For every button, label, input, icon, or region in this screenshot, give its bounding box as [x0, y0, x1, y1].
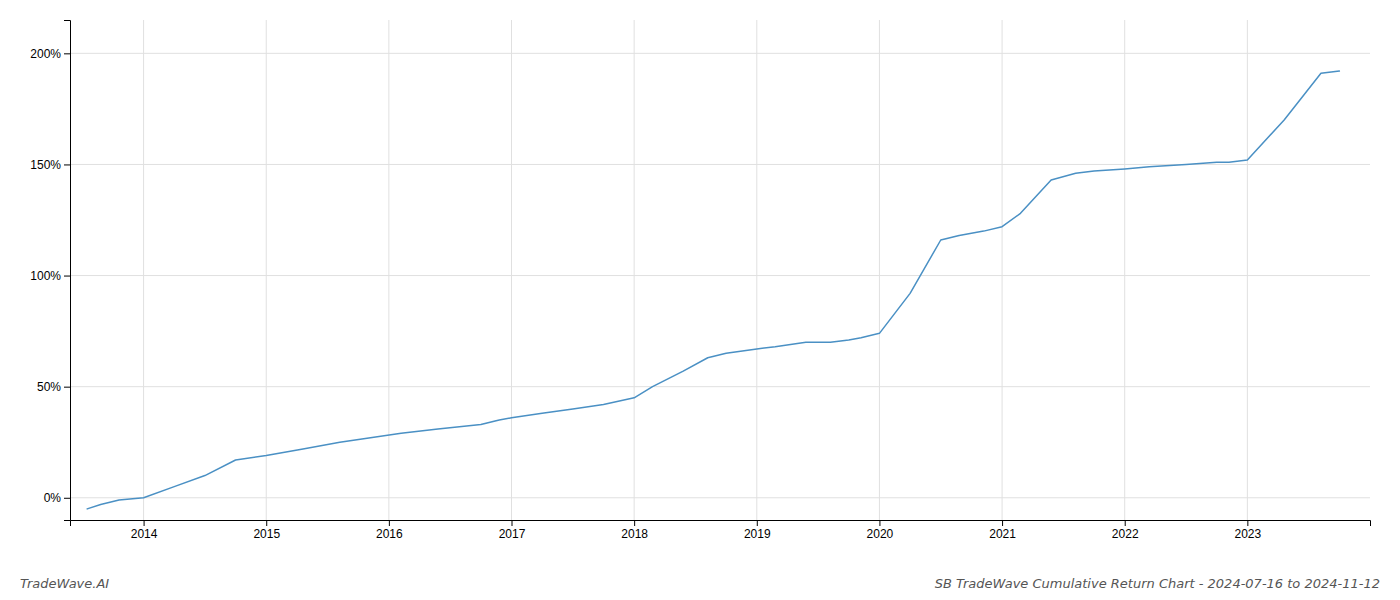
x-tick-label: 2014 [131, 527, 158, 541]
x-tick: 2021 [989, 520, 1016, 541]
x-tick-mark [634, 520, 635, 526]
x-tick-mark [879, 520, 880, 526]
y-tick-mark [64, 498, 70, 499]
grid [70, 20, 1370, 520]
x-tick: 2020 [867, 520, 894, 541]
grid-line-x [1002, 20, 1003, 520]
x-tick-label: 2019 [744, 527, 771, 541]
x-tick: 2017 [499, 520, 526, 541]
y-tick-label: 50% [37, 380, 61, 394]
x-tick-mark [266, 520, 267, 526]
x-tick: 2018 [621, 520, 648, 541]
x-tick-mark [1002, 520, 1003, 526]
y-tick-mark [64, 164, 70, 165]
annotation: TradeWave.AI [20, 576, 109, 591]
y-tick: 100% [30, 269, 70, 283]
y-axis-line [64, 21, 71, 521]
x-tick: 2014 [131, 520, 158, 541]
x-tick-label: 2023 [1235, 527, 1262, 541]
x-tick-mark [1125, 520, 1126, 526]
x-tick: 2015 [253, 520, 280, 541]
chart: 2014 2015 2016 2017 2018 2019 2020 2021 2022 2023… [0, 0, 1400, 600]
y-tick: 50% [37, 380, 70, 394]
x-tick-label: 2022 [1112, 527, 1139, 541]
y-tick-mark [64, 53, 70, 54]
x-tick-label: 2021 [989, 527, 1016, 541]
grid-line-x [388, 20, 389, 520]
y-tick-label: 150% [30, 158, 61, 172]
grid-line-x [879, 20, 880, 520]
x-tick: 2023 [1235, 520, 1262, 541]
grid-line-y [70, 53, 1370, 54]
grid-line-x [1247, 20, 1248, 520]
x-tick: 2019 [744, 520, 771, 541]
grid-line-x [266, 20, 267, 520]
grid-line-x [143, 20, 144, 520]
title: SB TradeWave Cumulative Return Chart - 2… [935, 576, 1380, 591]
x-tick-label: 2018 [621, 527, 648, 541]
y-tick: 0% [44, 491, 70, 505]
x-tick-mark [389, 520, 390, 526]
y-tick-mark [64, 276, 70, 277]
y-tick-label: 100% [30, 269, 61, 283]
x-tick-label: 2020 [867, 527, 894, 541]
x-tick: 2016 [376, 520, 403, 541]
line [87, 71, 1339, 509]
y-tick: 150% [30, 158, 70, 172]
grid-line-x [1124, 20, 1125, 520]
x-axis: 2014 2015 2016 2017 2018 2019 2020 2021 2022 2023 [71, 520, 1371, 541]
y-tick-label: 200% [30, 47, 61, 61]
x-tick: 2022 [1112, 520, 1139, 541]
grid-line-y [70, 275, 1370, 276]
y-tick-label: 0% [44, 491, 62, 505]
grid-line-y [70, 386, 1370, 387]
x-tick-mark [512, 520, 513, 526]
y-tick: 200% [30, 47, 70, 61]
grid-line-y [70, 497, 1370, 498]
y-axis: 0% 50% 100% 150% 200% [30, 21, 70, 521]
grid-line-x [634, 20, 635, 520]
x-axis-line [71, 521, 1371, 527]
plot: 2014 2015 2016 2017 2018 2019 2020 2021 2022 2023… [30, 20, 1370, 541]
x-tick-mark [1247, 520, 1248, 526]
x-tick-label: 2016 [376, 527, 403, 541]
grid-line-x [511, 20, 512, 520]
grid-line-x [756, 20, 757, 520]
x-tick-mark [757, 520, 758, 526]
x-tick-label: 2015 [253, 527, 280, 541]
marks [87, 71, 1339, 509]
x-tick-label: 2017 [499, 527, 526, 541]
y-tick-mark [64, 387, 70, 388]
x-tick-mark [144, 520, 145, 526]
